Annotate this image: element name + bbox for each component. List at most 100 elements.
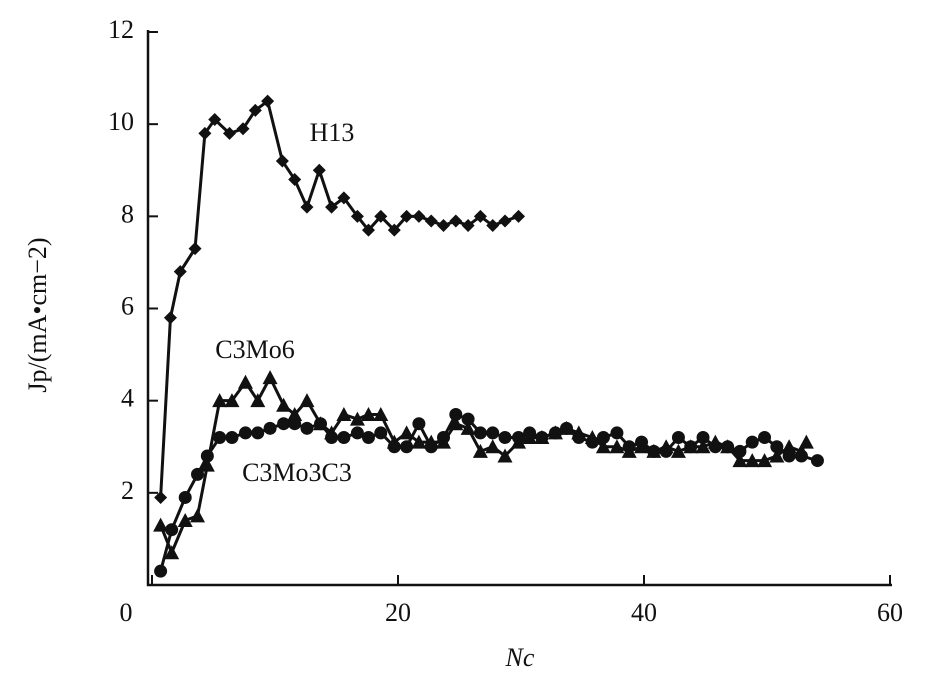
annotation: C3Mo6 [215,335,294,364]
data-point [287,406,303,421]
data-point [782,449,796,463]
annotation: H13 [310,118,355,147]
data-point [224,393,240,408]
data-point [288,172,302,186]
data-point [769,448,785,463]
data-point [248,103,262,117]
data-point [585,435,599,449]
data-point [250,393,266,408]
y-tick-label: 4 [121,384,134,413]
data-point [400,440,414,454]
data-point [523,426,537,440]
data-point [350,209,364,223]
x-tick-label: 60 [877,598,903,627]
data-point [225,431,239,445]
data-point [237,374,253,389]
data-point [374,426,388,440]
data-point [198,126,212,140]
data-point [596,431,610,445]
data-point [745,435,759,449]
data-point [781,439,797,454]
y-tick-label: 10 [108,107,134,136]
data-point [275,154,289,168]
data-point [191,467,205,481]
x-tick-label: 20 [385,598,411,627]
data-point [485,439,501,454]
data-point [361,431,375,445]
data-point [154,490,168,504]
data-point [696,431,710,445]
data-point [472,443,488,458]
data-point [758,431,772,445]
data-point [336,406,352,421]
data-point [300,421,314,435]
data-point [424,440,438,454]
data-point [609,439,625,454]
data-point [263,421,277,435]
data-point [276,397,292,412]
data-point [560,421,574,435]
data-point [213,431,227,445]
data-point [190,508,206,523]
data-point [671,431,685,445]
data-point [188,242,202,256]
data-point [288,417,302,431]
data-point [810,454,824,468]
data-point [437,219,451,233]
y-tick-label: 6 [121,291,134,320]
data-point [424,214,438,228]
data-point [548,426,562,440]
data-point [473,209,487,223]
data-point [733,444,747,458]
data-point [400,209,414,223]
y-tick-label: 8 [121,199,134,228]
data-point [798,434,814,449]
data-point [387,223,401,237]
data-point [635,435,649,449]
data-point [373,406,389,421]
data-point [595,439,611,454]
data-point [770,440,784,454]
data-point [622,440,636,454]
annotation: C3Mo3C3 [242,458,352,487]
data-point [251,426,265,440]
data-point [497,448,513,463]
data-point [412,209,426,223]
data-point [684,440,698,454]
data-point [325,200,339,214]
data-point [312,163,326,177]
data-point [212,393,228,408]
data-point [659,444,673,458]
data-point [708,440,722,454]
data-point [236,122,250,136]
data-point [164,545,180,560]
data-point [163,311,177,325]
y-tick-label: 2 [121,476,134,505]
data-point [448,416,464,431]
data-point [610,426,624,440]
data-point [572,431,586,445]
data-point [732,453,748,468]
data-point [277,417,291,431]
data-point [325,431,339,445]
data-point [153,517,169,532]
y-tick-label: 12 [108,15,134,44]
data-point [314,417,328,431]
data-point [261,94,275,108]
data-point [350,426,364,440]
data-point [262,370,278,385]
data-point [337,431,351,445]
data-point [461,219,475,233]
x-tick-label: 40 [631,598,657,627]
data-point [173,265,187,279]
data-point [512,209,526,223]
data-point [411,434,427,449]
data-point [199,457,215,472]
data-point [449,214,463,228]
data-point [486,426,500,440]
data-point [165,523,179,537]
data-point [154,564,168,578]
data-point [721,440,735,454]
data-point [387,440,401,454]
data-point [647,444,661,458]
